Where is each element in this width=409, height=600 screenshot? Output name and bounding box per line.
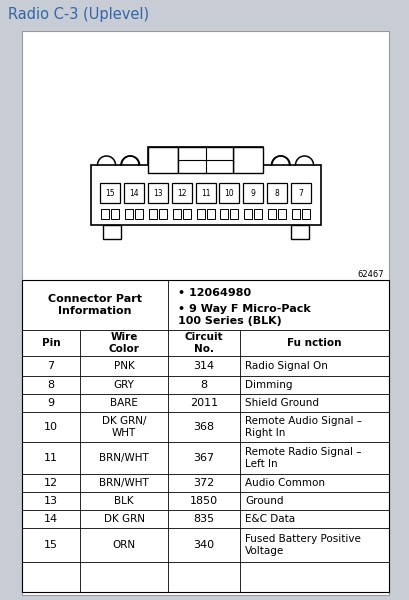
Text: Circuit
No.: Circuit No.: [185, 332, 223, 354]
Text: DK GRN: DK GRN: [103, 514, 144, 524]
Text: 15: 15: [106, 188, 115, 197]
Text: Fused Battery Positive
Voltage: Fused Battery Positive Voltage: [245, 534, 361, 556]
Text: Dimming: Dimming: [245, 380, 292, 390]
Bar: [207, 209, 214, 219]
Text: Radio C-3 (Uplevel): Radio C-3 (Uplevel): [8, 7, 149, 22]
Bar: [233, 147, 263, 173]
Text: • 12064980: • 12064980: [178, 288, 251, 298]
Bar: [148, 183, 168, 203]
Text: Shield Ground: Shield Ground: [245, 398, 319, 408]
Text: E&C Data: E&C Data: [245, 514, 295, 524]
Bar: [148, 147, 178, 173]
Text: ORN: ORN: [112, 540, 135, 550]
Text: GRY: GRY: [114, 380, 135, 390]
Text: 8: 8: [274, 188, 279, 197]
Bar: [0, 0, 409, 28]
Bar: [292, 209, 300, 219]
Text: PNK: PNK: [114, 361, 135, 371]
Bar: [101, 209, 109, 219]
Text: Connector Part
Information: Connector Part Information: [48, 294, 142, 316]
Text: 12: 12: [44, 478, 58, 488]
Text: 10: 10: [225, 188, 234, 197]
Text: Remote Audio Signal –
Right In: Remote Audio Signal – Right In: [245, 416, 362, 438]
Bar: [254, 209, 262, 219]
Bar: [178, 147, 233, 173]
Text: 8: 8: [47, 380, 54, 390]
Bar: [243, 183, 263, 203]
Text: Pin: Pin: [42, 338, 60, 348]
Bar: [149, 209, 157, 219]
Bar: [219, 183, 239, 203]
Text: 11: 11: [44, 453, 58, 463]
Text: Wire
Color: Wire Color: [108, 332, 139, 354]
Bar: [111, 209, 119, 219]
Bar: [22, 31, 389, 595]
Bar: [124, 183, 144, 203]
Text: 13: 13: [153, 188, 163, 197]
Bar: [267, 183, 287, 203]
Text: 835: 835: [193, 514, 215, 524]
Bar: [100, 183, 120, 203]
Text: 314: 314: [193, 361, 215, 371]
Text: BRN/WHT: BRN/WHT: [99, 478, 149, 488]
Text: 12: 12: [177, 188, 187, 197]
Text: 7: 7: [298, 188, 303, 197]
Text: 8: 8: [200, 380, 207, 390]
Bar: [291, 183, 310, 203]
Bar: [278, 209, 286, 219]
Text: 13: 13: [44, 496, 58, 506]
Text: BARE: BARE: [110, 398, 138, 408]
Bar: [125, 209, 133, 219]
Bar: [301, 209, 310, 219]
Text: Fu nction: Fu nction: [287, 338, 342, 348]
Bar: [172, 183, 192, 203]
Bar: [196, 183, 216, 203]
Text: Radio Signal On: Radio Signal On: [245, 361, 328, 371]
Text: 10: 10: [44, 422, 58, 432]
Text: 340: 340: [193, 540, 215, 550]
Bar: [148, 147, 263, 165]
Text: 14: 14: [129, 188, 139, 197]
Text: 368: 368: [193, 422, 215, 432]
Text: 62467: 62467: [357, 270, 384, 279]
Text: 9: 9: [251, 188, 256, 197]
Bar: [290, 225, 308, 239]
Bar: [159, 209, 167, 219]
Text: Ground: Ground: [245, 496, 283, 506]
Text: 7: 7: [47, 361, 54, 371]
Bar: [173, 209, 181, 219]
Bar: [22, 280, 389, 592]
Text: • 9 Way F Micro-Pack
100 Series (BLK): • 9 Way F Micro-Pack 100 Series (BLK): [178, 304, 311, 326]
Bar: [220, 209, 228, 219]
Bar: [183, 209, 191, 219]
Bar: [103, 225, 121, 239]
Text: 372: 372: [193, 478, 215, 488]
Text: Remote Radio Signal –
Left In: Remote Radio Signal – Left In: [245, 447, 362, 469]
Text: DK GRN/
WHT: DK GRN/ WHT: [102, 416, 146, 438]
Text: 14: 14: [44, 514, 58, 524]
Text: BRN/WHT: BRN/WHT: [99, 453, 149, 463]
Text: 9: 9: [47, 398, 54, 408]
Bar: [135, 209, 143, 219]
Text: 367: 367: [193, 453, 215, 463]
Text: 15: 15: [44, 540, 58, 550]
Text: BLK: BLK: [114, 496, 134, 506]
Bar: [268, 209, 276, 219]
Bar: [230, 209, 238, 219]
Bar: [244, 209, 252, 219]
Text: 2011: 2011: [190, 398, 218, 408]
Bar: [90, 165, 321, 225]
Text: 1850: 1850: [190, 496, 218, 506]
Text: 11: 11: [201, 188, 210, 197]
Text: Audio Common: Audio Common: [245, 478, 325, 488]
Bar: [196, 209, 204, 219]
